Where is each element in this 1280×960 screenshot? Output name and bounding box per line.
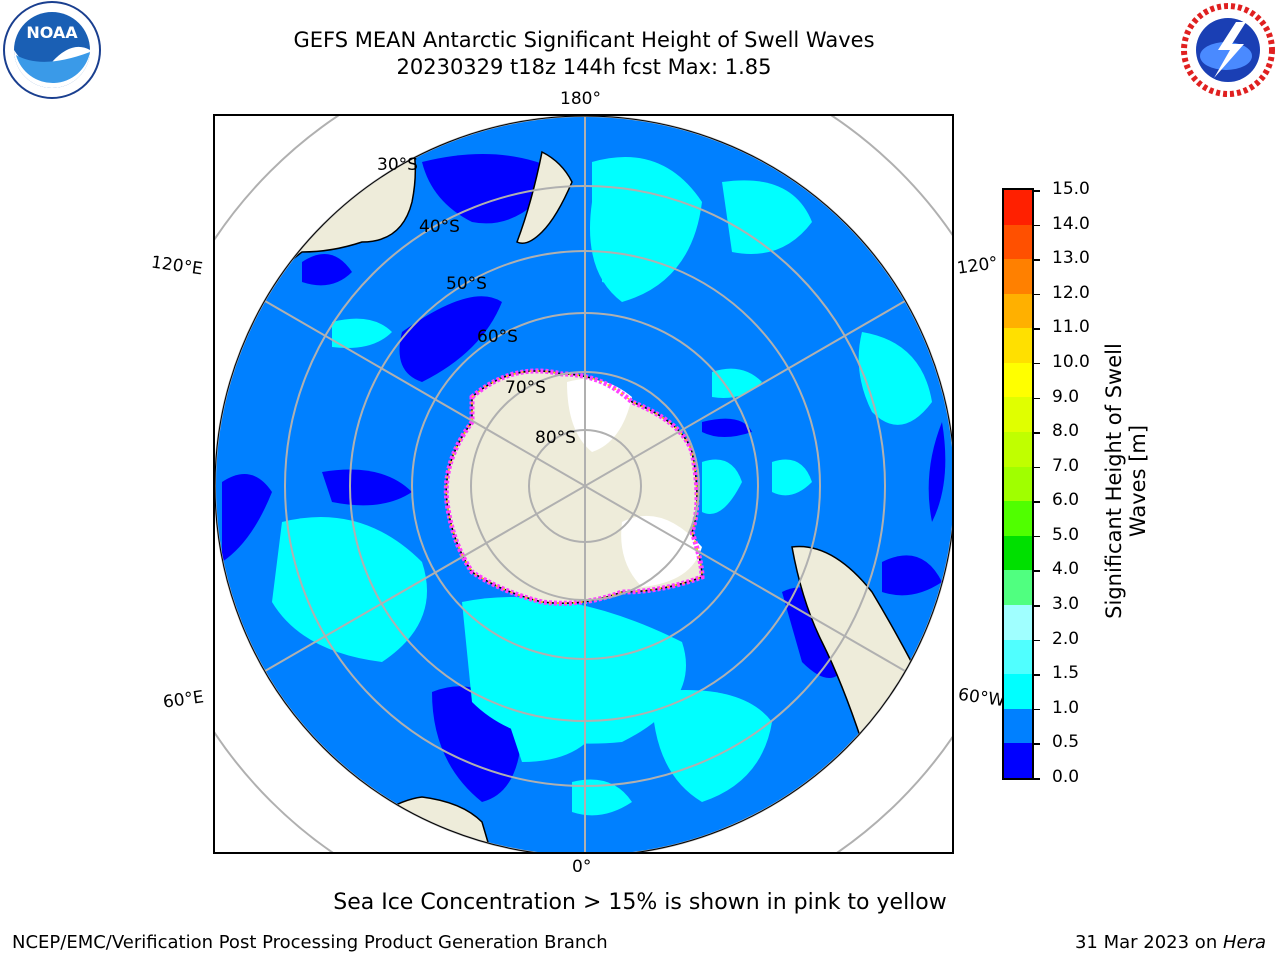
colorbar-segment: [1004, 362, 1032, 398]
colorbar-tick-mark: [1034, 674, 1040, 676]
colorbar-tick-label: 0.5: [1052, 732, 1080, 753]
lat-label-80: 80°S: [535, 428, 576, 448]
colorbar-tick-mark: [1034, 605, 1040, 607]
new-zealand: [516, 150, 573, 244]
colorbar-tick-label: 2.0: [1052, 628, 1080, 649]
footer-date: 31 Mar 2023 on Hera: [1075, 932, 1266, 953]
latitude-labels: 30°S 40°S 50°S 60°S 70°S 80°S: [377, 155, 576, 448]
colorbar-tick-mark: [1034, 397, 1040, 400]
colorbar-title-line1: Significant Height of Swell: [1102, 343, 1126, 619]
colorbar-segment: [1004, 535, 1032, 571]
page-subtitle: 20230329 t18z 144h fcst Max: 1.85: [396, 55, 772, 79]
footer-date-text: 31 Mar 2023 on: [1074, 932, 1223, 953]
map-panel: 30°S 40°S 50°S 60°S 70°S 80°S: [213, 114, 954, 854]
colorbar-tick-mark: [1034, 362, 1040, 365]
colorbar-tick-label: 5.0: [1052, 524, 1080, 545]
colorbar-tick-mark: [1034, 328, 1040, 330]
colorbar-segment: [1004, 605, 1032, 640]
lat-label-30: 30°S: [377, 155, 418, 175]
footer-host: Hera: [1222, 932, 1266, 953]
colorbar-tick-label: 15.0: [1052, 179, 1090, 199]
colorbar-tick-mark: [1034, 293, 1040, 296]
page-title: GEFS MEAN Antarctic Significant Height o…: [293, 28, 875, 52]
colorbar-segment: [1004, 432, 1032, 467]
colorbar-segment: [1004, 466, 1032, 502]
colorbar-segment: [1004, 674, 1032, 709]
lat-label-50: 50°S: [446, 274, 487, 294]
ice-shelves: [567, 379, 702, 587]
colorbar-tick-label: 8.0: [1052, 421, 1080, 442]
colorbar-tick-label: 11.0: [1052, 317, 1090, 338]
colorbar-segment: [1004, 570, 1032, 606]
colorbar-tick-mark: [1034, 778, 1040, 780]
colorbar-tick-label: 9.0: [1052, 386, 1080, 407]
colorbar-tick-label: 7.0: [1052, 455, 1080, 476]
colorbar-segment: [1004, 224, 1032, 260]
footer-branch: NCEP/EMC/Verification Post Processing Pr…: [12, 932, 608, 953]
colorbar-segment: [1004, 293, 1032, 329]
noaa-logo: NOAA: [2, 0, 102, 100]
sea-ice-edge: [443, 368, 705, 606]
colorbar-tick-mark: [1034, 535, 1040, 538]
colorbar-title-line2: Waves [m]: [1126, 424, 1150, 538]
colorbar-segment: [1004, 743, 1032, 778]
colorbar-tick-label: 12.0: [1052, 282, 1090, 303]
colorbar-tick-mark: [1034, 190, 1040, 192]
colorbar-tick-label: 0.0: [1052, 767, 1080, 787]
colorbar-tick-label: 4.0: [1052, 559, 1080, 580]
colorbar-tick-mark: [1034, 259, 1040, 261]
colorbar-tick-label: 10.0: [1052, 351, 1090, 372]
colorbar-segment: [1004, 397, 1032, 433]
nws-logo: [1178, 0, 1278, 100]
colorbar-tick-mark: [1034, 708, 1040, 711]
colorbar-segment: [1004, 708, 1032, 744]
colorbar-tick-label: 13.0: [1052, 248, 1090, 269]
lat-label-40: 40°S: [419, 217, 460, 237]
colorbar-tick-label: 14.0: [1052, 213, 1090, 234]
colorbar-segment: [1004, 259, 1032, 294]
swell-mid-patches: [272, 157, 932, 816]
colorbar-tick-label: 3.0: [1052, 594, 1080, 615]
colorbar-tick-mark: [1034, 743, 1040, 745]
colorbar-tick-mark: [1034, 639, 1040, 642]
sea-ice-note: Sea Ice Concentration > 15% is shown in …: [333, 890, 947, 915]
colorbar-tick-mark: [1034, 501, 1040, 503]
colorbar-title: Significant Height of Swell Waves [m]: [1102, 326, 1150, 636]
colorbar-tick-mark: [1034, 224, 1040, 227]
map-svg: 30°S 40°S 50°S 60°S 70°S 80°S: [215, 116, 952, 852]
colorbar-tick-mark: [1034, 570, 1040, 572]
sea-ice-edge-yellow: [445, 370, 703, 604]
colorbar-tick-label: 1.5: [1052, 663, 1080, 684]
graticule: [215, 116, 952, 852]
lat-label-70: 70°S: [505, 378, 546, 398]
lon-label-120w: 120°: [955, 253, 1000, 279]
colorbar-segment: [1004, 328, 1032, 363]
colorbar-tick-label: 6.0: [1052, 490, 1080, 511]
noaa-logo-text: NOAA: [26, 23, 78, 42]
lon-label-60e: 60°E: [161, 687, 206, 713]
colorbar-segment: [1004, 501, 1032, 536]
colorbar-ticks: 0.0 0.5 1.0 1.5 2.0 3.0 4.0 5.0 6.0 7.0 8.0 9.0 10.0…: [1034, 179, 1114, 790]
colorbar-segment: [1004, 189, 1032, 225]
colorbar-segment: [1004, 639, 1032, 675]
colorbar-tick-label: 1.0: [1052, 697, 1080, 718]
lon-label-60w: 60°W: [956, 684, 1007, 712]
colorbar-tick-mark: [1034, 466, 1040, 469]
colorbar: [1002, 188, 1034, 780]
lon-label-0: 0°: [572, 857, 592, 877]
lat-label-60: 60°S: [477, 327, 518, 347]
lon-label-180: 180°: [560, 89, 601, 109]
colorbar-tick-mark: [1034, 432, 1040, 434]
lon-label-120e: 120°E: [149, 252, 204, 280]
